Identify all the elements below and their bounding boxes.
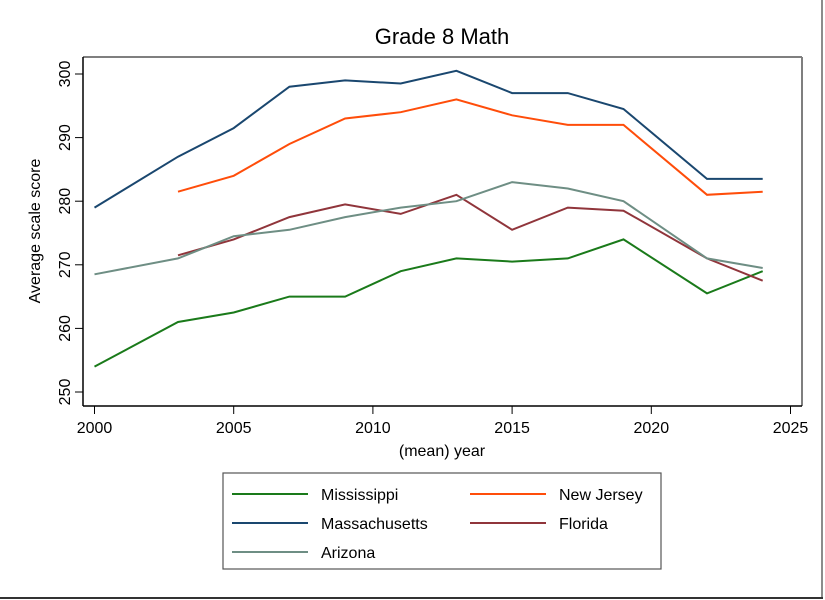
y-axis-ticks: 250 260 270 280 290 300 (57, 61, 83, 406)
y-tick-label: 260 (57, 315, 74, 342)
legend-label: Florida (559, 516, 608, 533)
chart-title: Grade 8 Math (375, 24, 510, 49)
series-line-arizona (94, 181, 763, 276)
y-tick-label: 280 (57, 188, 74, 215)
series-line-mississippi (94, 238, 764, 368)
x-tick-label: 2005 (216, 420, 252, 437)
plot-background (83, 57, 802, 406)
legend-label: New Jersey (559, 487, 643, 504)
x-tick-label: 2000 (77, 420, 113, 437)
y-tick-label: 300 (57, 61, 74, 88)
legend-item-mississippi: Mississippi (232, 487, 398, 504)
y-tick-label: 250 (57, 379, 74, 406)
x-tick-label: 2015 (494, 420, 530, 437)
series-line-new-jersey (177, 98, 763, 196)
legend-item-new-jersey: New Jersey (470, 487, 643, 504)
legend-item-arizona: Arizona (232, 545, 375, 562)
legend-label: Arizona (321, 545, 375, 562)
plot-area (82, 56, 803, 407)
x-tick-label: 2025 (773, 420, 809, 437)
series-line-massachusetts (93, 69, 763, 209)
x-axis-title: (mean) year (399, 443, 486, 460)
y-tick-label: 270 (57, 251, 74, 278)
legend-label: Massachusetts (321, 516, 428, 533)
y-tick-label: 290 (57, 124, 74, 151)
legend-label: Mississippi (321, 487, 398, 504)
series-line-florida (177, 193, 764, 282)
legend: Mississippi New Jersey Massachusetts Florid… (222, 472, 662, 570)
y-axis-title: Average scale score (27, 159, 44, 304)
x-tick-label: 2010 (355, 420, 391, 437)
series-layer (93, 69, 764, 368)
x-tick-label: 2020 (634, 420, 670, 437)
x-axis-ticks: 2000 2005 2010 2015 2020 2025 (77, 406, 809, 437)
legend-item-massachusetts: Massachusetts (232, 516, 428, 533)
legend-item-florida: Florida (470, 516, 608, 533)
